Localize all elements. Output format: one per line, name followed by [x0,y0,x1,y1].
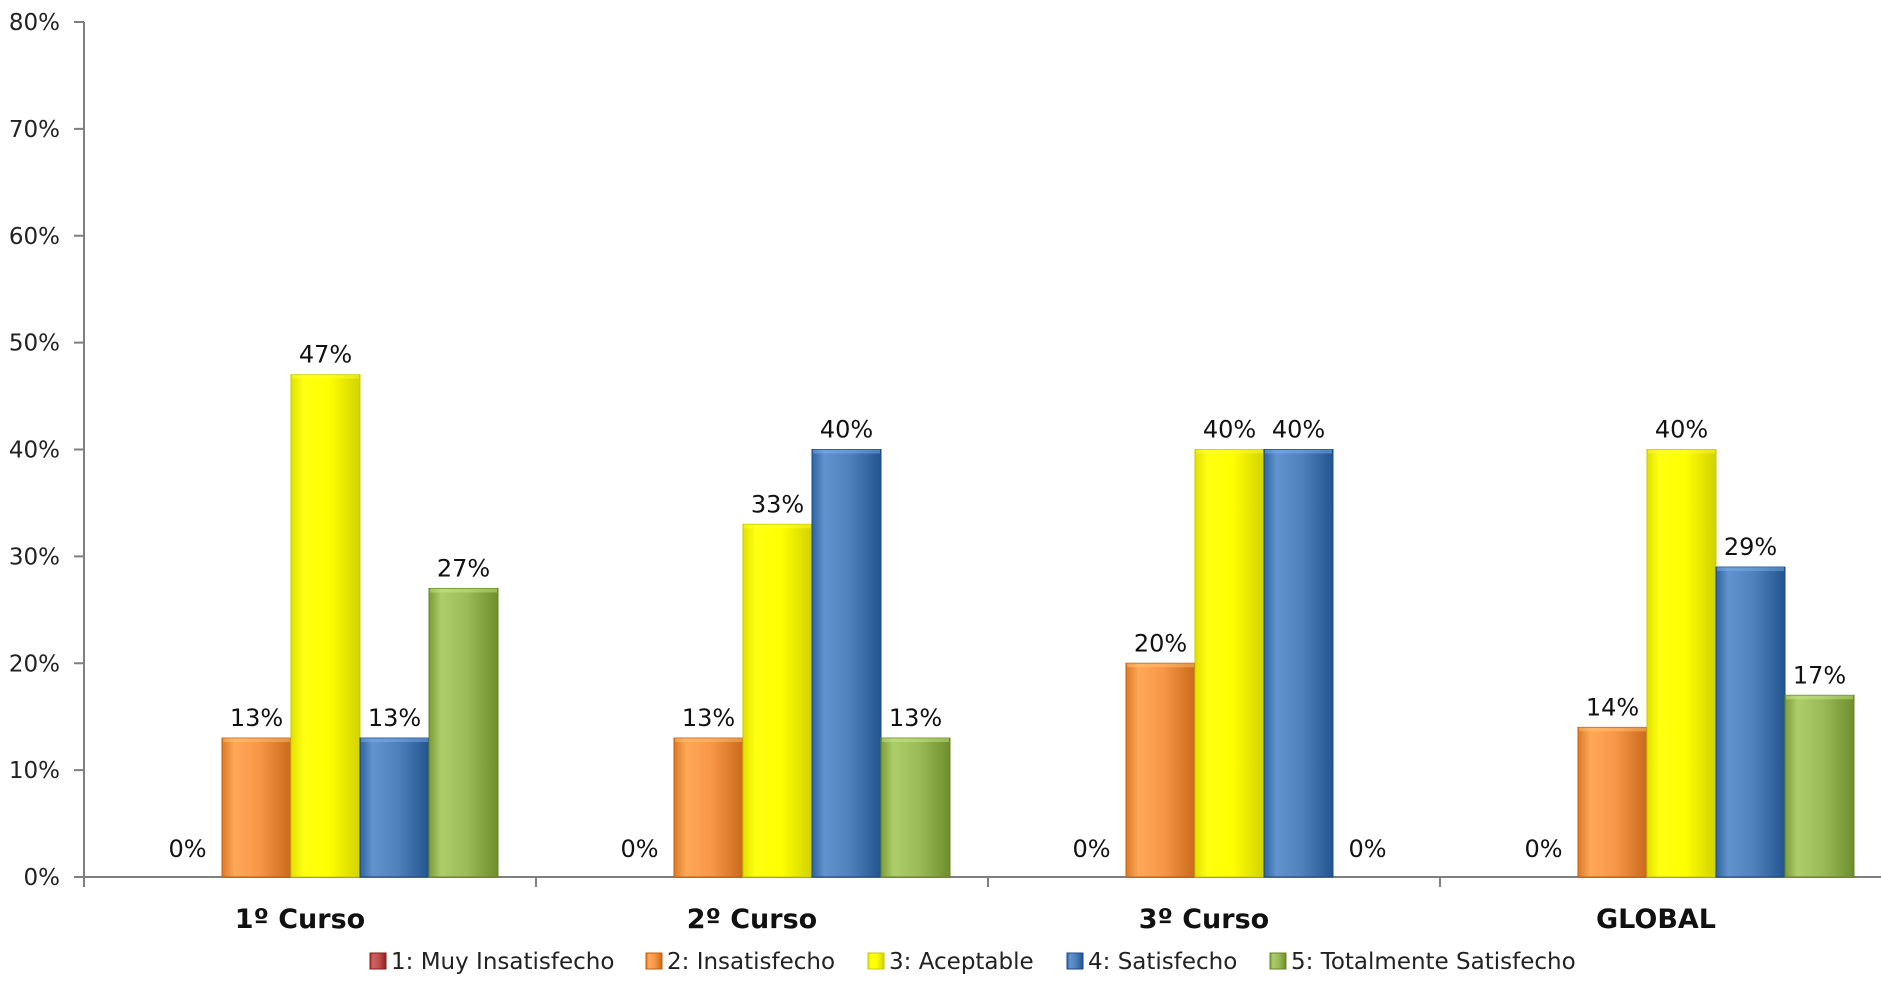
bar [1784,694,1855,878]
bar [1194,449,1265,878]
y-tick-label: 40% [9,438,60,464]
legend-label: 4: Satisfecho [1088,949,1237,975]
legend-label: 2: Insatisfecho [667,949,835,975]
bar [221,737,292,878]
bar-highlight [813,449,880,454]
y-tick-label: 10% [9,758,60,784]
bar [290,374,361,878]
y-tick-label: 0% [24,865,61,891]
data-label: 0% [1524,835,1562,863]
bar-highlight [1579,727,1646,732]
bar [1646,449,1717,878]
legend-label: 3: Aceptable [889,949,1034,975]
data-label: 33% [751,490,804,518]
category-label: GLOBAL [1596,904,1716,935]
y-tick-label: 60% [9,224,60,250]
bar-highlight [292,374,359,379]
data-label: 40% [1203,416,1256,444]
bar-highlight [361,738,428,743]
legend-swatch [867,952,885,970]
data-label: 0% [1348,835,1386,863]
bar-highlight [675,738,742,743]
category-label: 2º Curso [687,904,817,935]
y-tick-label: 70% [9,117,60,143]
bar-highlight [1196,449,1263,454]
bar-highlight [430,588,497,593]
data-label: 13% [889,704,942,732]
category-label: 1º Curso [235,904,365,935]
legend-swatch [645,952,663,970]
data-label: 0% [1072,835,1110,863]
bar-highlight [744,524,811,529]
data-label: 47% [299,341,352,369]
data-label: 17% [1793,661,1846,689]
bar-highlight [1786,695,1853,700]
bar [428,587,499,878]
data-label: 40% [820,416,873,444]
bar-highlight [1127,663,1194,668]
legend-swatch [1066,952,1084,970]
bar-highlight [223,738,290,743]
data-label: 13% [682,704,735,732]
data-label: 40% [1272,416,1325,444]
data-label: 0% [168,835,206,863]
data-label: 13% [368,704,421,732]
bar [1715,566,1786,878]
data-label: 27% [437,554,490,582]
bar [742,523,813,878]
category-label: 3º Curso [1139,904,1269,935]
bar [1263,449,1334,878]
legend-swatch [369,952,387,970]
legend-label: 5: Totalmente Satisfecho [1291,949,1576,975]
bar [880,737,951,878]
legend-label: 1: Muy Insatisfecho [391,949,614,975]
bar [673,737,744,878]
data-label: 0% [620,835,658,863]
bar [359,737,430,878]
bar-highlight [1717,567,1784,572]
data-label: 29% [1724,533,1777,561]
data-label: 14% [1586,693,1639,721]
bar-highlight [1265,449,1332,454]
legend-swatch [1269,952,1287,970]
bar [1125,662,1196,878]
bar [1577,726,1648,878]
bar-highlight [882,738,949,743]
y-tick-label: 80% [9,10,60,36]
data-label: 40% [1655,416,1708,444]
bar [811,449,882,878]
bar-highlight [1648,449,1715,454]
y-tick-label: 50% [9,331,60,357]
data-label: 13% [230,704,283,732]
y-tick-label: 20% [9,651,60,677]
y-tick-label: 30% [9,544,60,570]
data-label: 20% [1134,629,1187,657]
